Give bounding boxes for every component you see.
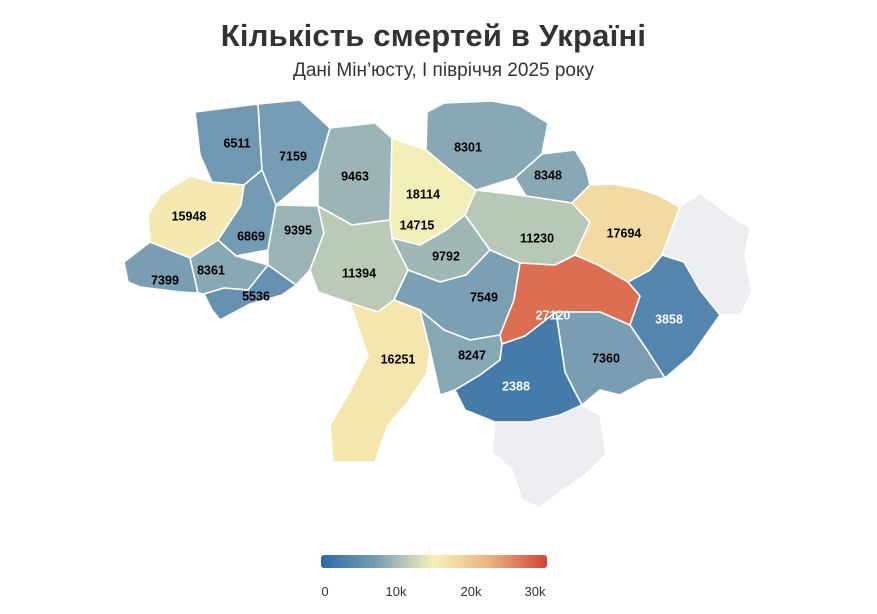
- region-label-cherkasy: 9792: [432, 249, 460, 263]
- region-label-sumy: 8348: [534, 168, 562, 182]
- labels-layer: 6511 7159 9463 18114 14715 8301 8348 15948 6869 9…: [151, 136, 683, 393]
- region-label-volyn: 6511: [223, 136, 250, 150]
- region-label-chernivtsi: 5536: [242, 289, 270, 303]
- legend-tick-30k: 30k: [524, 584, 546, 599]
- region-label-zaporizhzhia: 7360: [592, 351, 620, 365]
- region-label-kirovohrad: 7549: [470, 290, 498, 304]
- region-label-zhytomyr: 9463: [341, 169, 369, 183]
- region-odesa[interactable]: [329, 299, 431, 463]
- legend-tick-0: 0: [321, 584, 329, 599]
- region-label-ivano-frankivsk: 8361: [197, 263, 225, 277]
- region-label-kherson: 2388: [502, 379, 530, 393]
- region-label-mykolaiv: 8247: [458, 348, 486, 362]
- legend-tick-10k: 10k: [385, 584, 407, 599]
- region-label-dnipropetrovsk: 27120: [536, 308, 571, 322]
- regions-layer: [123, 99, 753, 509]
- legend-tick-20k: 20k: [460, 584, 482, 599]
- region-label-kharkiv: 17694: [607, 226, 642, 240]
- color-legend: 0 10k 20k 30k: [321, 555, 547, 599]
- region-label-lviv: 15948: [172, 209, 207, 223]
- region-label-kyiv-city: 18114: [406, 187, 440, 201]
- region-chernivtsi[interactable]: [203, 264, 297, 321]
- map-subtitle: Дані Мін’юсту, І півріччя 2025 року: [292, 60, 595, 81]
- region-ternopil[interactable]: [217, 169, 277, 257]
- region-chernihiv[interactable]: [425, 100, 549, 191]
- region-label-odesa: 16251: [381, 352, 416, 366]
- region-label-ternopil: 6869: [237, 229, 265, 243]
- map-title: Кількість смертей в Україні: [220, 18, 647, 53]
- region-label-vinnytsia: 11394: [342, 266, 376, 280]
- legend-gradient-bar: [321, 555, 547, 568]
- region-label-kyiv-oblast: 14715: [400, 218, 435, 232]
- region-label-poltava: 11230: [520, 231, 554, 245]
- region-donetsk[interactable]: [627, 254, 721, 379]
- region-label-khmelnytskyi: 9395: [284, 223, 312, 237]
- region-kherson[interactable]: [454, 311, 583, 423]
- region-zakarpattia[interactable]: [123, 241, 199, 294]
- region-label-rivne: 7159: [279, 149, 307, 163]
- region-label-chernihiv: 8301: [454, 140, 482, 154]
- region-label-donetsk: 3858: [655, 312, 683, 326]
- region-label-zakarpattia: 7399: [151, 273, 179, 287]
